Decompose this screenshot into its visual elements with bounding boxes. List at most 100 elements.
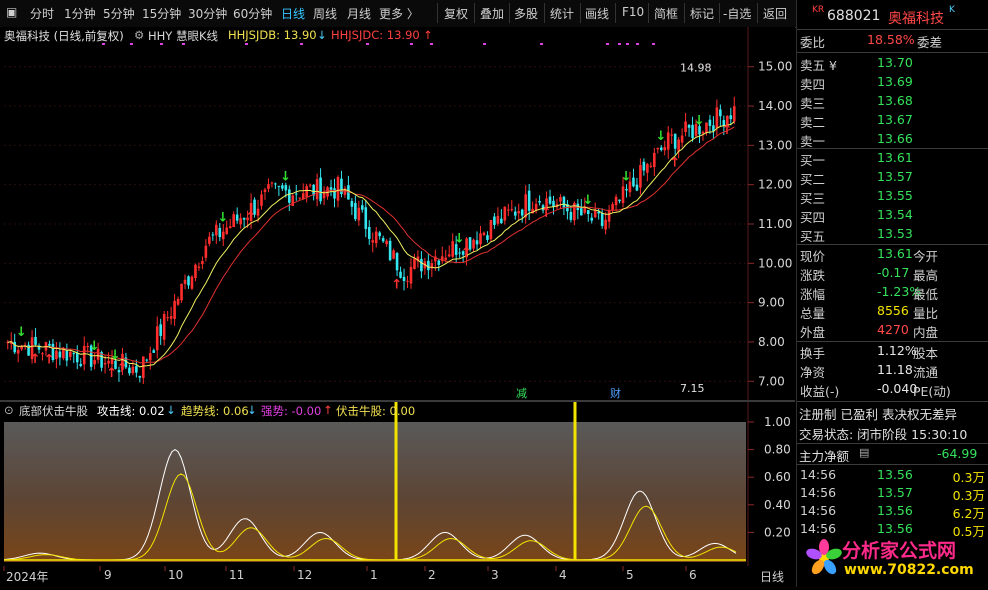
tick-volume: 6.2万 bbox=[952, 506, 985, 521]
candle-body bbox=[194, 264, 197, 279]
btn-fanhui[interactable]: 返回 bbox=[763, 7, 788, 21]
axis-month: 2 bbox=[428, 568, 436, 582]
collapse-icon[interactable]: ▣ bbox=[6, 5, 18, 19]
candle-body bbox=[176, 298, 180, 305]
tick-volume: 0.3万 bbox=[952, 488, 985, 503]
tick-volume: 0.3万 bbox=[952, 470, 985, 485]
ask-label: 卖五 ¥ bbox=[800, 58, 837, 73]
tick-row: 14:56 13.57 0.3万 bbox=[797, 485, 988, 504]
btn-biaoji[interactable]: 标记 bbox=[690, 7, 715, 21]
btn-duogu[interactable]: 多股 bbox=[514, 7, 539, 21]
stat-value: 4270 bbox=[877, 322, 909, 337]
candle-body bbox=[625, 188, 628, 191]
y-tick-label: 0.80 bbox=[764, 443, 791, 457]
candle-body bbox=[666, 132, 670, 150]
stat-label-right: 最低 bbox=[913, 287, 939, 302]
btn-fuquan[interactable]: 复权 bbox=[444, 7, 469, 21]
candle-body bbox=[684, 121, 687, 133]
stat-value: 8556 bbox=[877, 303, 909, 318]
tab-15min[interactable]: 15分钟 bbox=[142, 7, 182, 21]
indicator-chart[interactable]: 1.00 0.80 0.60 0.40 0.20 bbox=[0, 402, 795, 566]
btn-diejia[interactable]: 叠加 bbox=[480, 7, 505, 21]
indicator-name[interactable]: HHY 慧眼K线 bbox=[148, 29, 219, 43]
stat-label: 涨幅 bbox=[800, 287, 826, 302]
btn-jiankuang[interactable]: 简框 bbox=[654, 7, 679, 21]
tab-more[interactable]: 更多 〉 bbox=[379, 7, 419, 21]
weicha-label: 委差 bbox=[917, 35, 943, 50]
candle-body bbox=[263, 189, 267, 193]
tab-fenshi[interactable]: 分时 bbox=[30, 7, 55, 21]
axis-month: 10 bbox=[168, 568, 184, 582]
net-label: 主力净额 bbox=[799, 449, 850, 464]
y-tick-label: 15.00 bbox=[758, 60, 792, 74]
event-marker: 减 bbox=[516, 387, 527, 400]
down-arrow-icon: ↓ bbox=[247, 403, 257, 417]
axis-year: 2024年 bbox=[6, 570, 49, 584]
candle-body bbox=[642, 161, 646, 171]
candle-body bbox=[580, 208, 583, 216]
tab-1min[interactable]: 1分钟 bbox=[64, 7, 96, 21]
candle-body bbox=[562, 196, 566, 208]
stat-row: 现价 13.61 今开 bbox=[797, 246, 988, 265]
btn-tongji[interactable]: 统计 bbox=[550, 7, 575, 21]
sell-arrow-icon: ↓ bbox=[454, 232, 465, 247]
candle-body bbox=[253, 199, 256, 215]
expand-icon[interactable]: ⊙ bbox=[4, 403, 14, 417]
bid-label: 买四 bbox=[800, 210, 826, 225]
table-icon[interactable]: ▤ bbox=[859, 446, 870, 459]
kline-panel[interactable]: 15.00 14.00 13.00 12.00 11.00 10.00 9.00 8.00 7.… bbox=[0, 27, 795, 400]
tab-daily[interactable]: 日线 bbox=[281, 7, 306, 21]
gear-icon[interactable]: ⚙ bbox=[134, 28, 145, 42]
candle-body bbox=[729, 115, 733, 120]
candle-body bbox=[131, 366, 135, 374]
candle-body bbox=[559, 197, 562, 202]
buy-arrow-icon: ↑ bbox=[106, 366, 117, 381]
btn-f10[interactable]: F10 bbox=[622, 5, 645, 19]
tab-60min[interactable]: 60分钟 bbox=[233, 7, 273, 21]
buy-arrow-icon: ↑ bbox=[245, 210, 256, 225]
ask-price: 13.69 bbox=[877, 74, 913, 89]
y-tick-label: 9.00 bbox=[758, 296, 785, 310]
btn-zixuan[interactable]: -自选 bbox=[723, 7, 752, 21]
event-dot bbox=[483, 43, 486, 45]
tick-time: 14:56 bbox=[800, 485, 837, 500]
sub-title[interactable]: 底部伏击牛股 bbox=[19, 404, 88, 418]
candle-body bbox=[670, 134, 673, 136]
tab-monthly[interactable]: 月线 bbox=[347, 7, 372, 21]
tab-30min[interactable]: 30分钟 bbox=[188, 7, 228, 21]
net-value: -64.99 bbox=[937, 446, 978, 461]
stat-label: 换手 bbox=[800, 346, 826, 361]
tab-weekly[interactable]: 周线 bbox=[313, 7, 338, 21]
indicator-panel[interactable]: 1.00 0.80 0.60 0.40 0.20 ⊙ 底部伏击牛股 攻击线: 0.02 … bbox=[0, 402, 795, 566]
candle-body bbox=[267, 184, 270, 189]
candle-body bbox=[201, 260, 204, 265]
candle-body bbox=[197, 266, 201, 268]
candle-body bbox=[69, 351, 72, 357]
event-dot bbox=[300, 43, 303, 45]
candle-body bbox=[451, 241, 454, 257]
ask-label: 卖三 bbox=[800, 96, 826, 111]
candle-body bbox=[694, 124, 698, 136]
candle-body bbox=[20, 345, 23, 350]
candle-body bbox=[183, 279, 187, 284]
candle-body bbox=[406, 280, 409, 282]
stat-label: 涨跌 bbox=[800, 268, 826, 283]
candle-body bbox=[475, 240, 479, 245]
btn-huaxian[interactable]: 画线 bbox=[585, 7, 610, 21]
buy-arrow-icon: ↑ bbox=[669, 156, 680, 171]
trend-line-value: 趋势线: 0.06 bbox=[181, 404, 249, 418]
candle-body bbox=[552, 200, 555, 207]
candle-body bbox=[656, 147, 660, 150]
kline-chart[interactable]: 15.00 14.00 13.00 12.00 11.00 10.00 9.00 8.00 7.… bbox=[0, 27, 795, 400]
down-arrow-icon: ↓ bbox=[166, 403, 176, 417]
candle-body bbox=[232, 214, 235, 228]
candle-body bbox=[294, 193, 298, 195]
tab-5min[interactable]: 5分钟 bbox=[103, 7, 135, 21]
candle-body bbox=[281, 185, 284, 189]
ask-row: 卖三 13.68 bbox=[797, 93, 988, 112]
event-dot bbox=[182, 43, 185, 45]
hhjsjdb-value: HHJSJDB: 13.90 bbox=[228, 28, 317, 42]
y-tick-label: 8.00 bbox=[758, 335, 785, 349]
candle-body bbox=[288, 189, 291, 203]
event-dot bbox=[626, 43, 629, 45]
